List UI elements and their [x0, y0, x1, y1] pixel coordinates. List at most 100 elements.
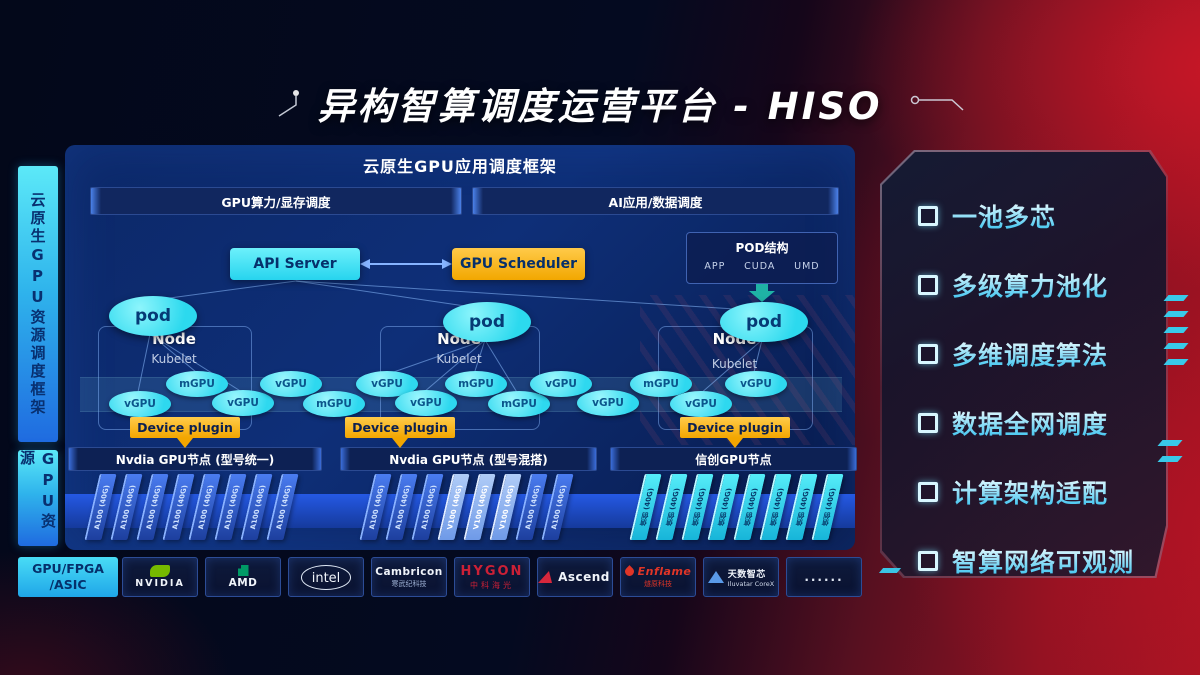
- amd-logo-icon: [237, 565, 249, 576]
- pod-structure-title: POD结构: [735, 241, 789, 255]
- feature-item: 一池多芯: [918, 198, 1166, 234]
- gpu-unit-ellipse: vGPU: [577, 390, 639, 416]
- hygon-wordmark: HYGON: [460, 563, 524, 579]
- feature-label: 计算架构适配: [952, 474, 1108, 510]
- panel-corner-accent: [878, 568, 902, 573]
- pod-ellipse-3: pod: [720, 302, 808, 342]
- square-bullet-icon: [918, 413, 938, 433]
- square-bullet-icon: [918, 482, 938, 502]
- feature-item: 计算架构适配: [918, 474, 1166, 510]
- kubelet-label-2: Kubelet: [436, 352, 482, 366]
- sidebar-label-gpu-resource: GPU资源: [18, 450, 58, 546]
- ascend-row: Ascend: [538, 570, 610, 584]
- intel-wordmark: intel: [311, 570, 341, 586]
- gpu-unit-ellipse: vGPU: [109, 391, 171, 417]
- vendor-box-nvidia: NVIDIA: [122, 557, 198, 597]
- nvidia-logo-icon: [150, 565, 170, 577]
- gpu-unit-ellipse: vGPU: [670, 391, 732, 417]
- bar-ai-data-scheduling: AI应用/数据调度: [472, 187, 839, 215]
- iluvatar-subtext: Iluvatar CoreX: [727, 579, 775, 588]
- gpu-unit-ellipse: mGPU: [445, 371, 507, 397]
- ascend-logo-icon: [538, 571, 557, 583]
- vendor-box-ascend: Ascend: [537, 557, 613, 597]
- feature-label: 一池多芯: [952, 198, 1056, 234]
- iluvatar-logo-icon: [707, 571, 724, 583]
- vendor-box-intel: intel: [288, 557, 364, 597]
- hazard-stripe-icon: [1157, 456, 1183, 462]
- device-plugin-box-3: Device plugin: [680, 417, 790, 438]
- bar-gpu-compute-scheduling: GPU算力/显存调度: [90, 187, 462, 215]
- square-bullet-icon: [918, 275, 938, 295]
- vendor-logo-row: NVIDIA AMD intel Cambricon 寒武纪科技 HYGON 中科海光 Asc…: [122, 557, 862, 597]
- device-plugin-box-2: Device plugin: [345, 417, 455, 438]
- hygon-subtext: 中科海光: [470, 580, 514, 590]
- feature-list: 一池多芯多级算力池化 多维调度算法 数据全网调度 计算架构适配 智算网络可观测: [882, 152, 1166, 576]
- hardware-type-label: GPU/FPGA /ASIC: [18, 557, 118, 597]
- feature-label: 多维调度算法: [952, 336, 1108, 372]
- cambricon-subtext: 寒武纪科技: [391, 579, 427, 588]
- gpu-unit-ellipse: mGPU: [488, 391, 550, 417]
- gpu-unit-ellipse: mGPU: [166, 371, 228, 397]
- enflame-row: Enflame: [622, 565, 692, 578]
- pod-layer-cuda: CUDA: [744, 261, 776, 272]
- pod-structure-box: POD结构 APP CUDA UMD: [686, 232, 838, 284]
- enflame-wordmark: Enflame: [637, 565, 692, 578]
- intel-oval-icon: intel: [300, 564, 352, 590]
- pod-ellipse-1: pod: [109, 296, 197, 336]
- feature-item: 多维调度算法: [918, 336, 1166, 372]
- enflame-logo-icon: [622, 565, 636, 578]
- hazard-stripe-icon: [1163, 327, 1189, 333]
- feature-panel-inner: 一池多芯多级算力池化 多维调度算法 数据全网调度 计算架构适配 智算网络可观测: [882, 152, 1166, 576]
- kubelet-label-1: Kubelet: [151, 352, 197, 366]
- pod-layer-app: APP: [704, 261, 726, 272]
- gpu-unit-ellipse: vGPU: [530, 371, 592, 397]
- gpu-unit-ellipse: mGPU: [303, 391, 365, 417]
- feature-label: 多级算力池化: [952, 267, 1108, 303]
- device-plugin-box-1: Device plugin: [130, 417, 240, 438]
- vendor-box-amd: AMD: [205, 557, 281, 597]
- node-bar-xinchuang: 信创GPU节点: [610, 447, 857, 471]
- square-bullet-icon: [918, 206, 938, 226]
- ascend-wordmark: Ascend: [558, 570, 610, 584]
- enflame-subtext: 燧原科技: [644, 580, 672, 588]
- vendor-box-iluvatar: 天数智芯 Iluvatar CoreX: [703, 557, 779, 597]
- nvidia-wordmark: NVIDIA: [135, 578, 185, 589]
- hazard-stripe-icon: [1163, 343, 1189, 349]
- feature-item: 多级算力池化: [918, 267, 1166, 303]
- framework-title: 云原生GPU应用调度框架: [363, 157, 557, 176]
- vendor-box-more: ......: [786, 557, 862, 597]
- iluvatar-text-col: 天数智芯 Iluvatar CoreX: [728, 567, 774, 588]
- gpu-scheduler-box: GPU Scheduler: [452, 248, 585, 280]
- hardware-line2: /ASIC: [49, 577, 87, 592]
- vendor-box-hygon: HYGON 中科海光: [454, 557, 530, 597]
- pod-layer-umd: UMD: [794, 261, 820, 272]
- feature-label: 智算网络可观测: [952, 543, 1134, 576]
- iluvatar-wordmark: 天数智芯: [727, 569, 766, 580]
- page-title: 异构智算调度运营平台 - HISO: [317, 85, 883, 128]
- feature-label: 数据全网调度: [952, 405, 1108, 441]
- feature-panel: 一池多芯多级算力池化 多维调度算法 数据全网调度 计算架构适配 智算网络可观测: [880, 150, 1168, 578]
- kubelet-label-3: Kubelet: [711, 357, 758, 371]
- vendor-box-cambricon: Cambricon 寒武纪科技: [371, 557, 447, 597]
- sidebar-label-cloud-native-gpu: 云原生GPU资源调度框架: [18, 166, 58, 442]
- iluvatar-row: 天数智芯 Iluvatar CoreX: [707, 567, 774, 588]
- api-server-box: API Server: [230, 248, 360, 280]
- gpu-unit-ellipse: vGPU: [725, 371, 787, 397]
- hazard-stripe-icon: [1163, 295, 1189, 301]
- gpu-unit-ellipse: vGPU: [212, 390, 274, 416]
- device-plugin-arrow-icon: [392, 438, 408, 448]
- square-bullet-icon: [918, 344, 938, 364]
- hazard-stripe-icon: [1163, 311, 1189, 317]
- node-bar-nvidia-mixed: Nvdia GPU节点 (型号混搭): [340, 447, 597, 471]
- cambricon-wordmark: Cambricon: [375, 565, 443, 578]
- gpu-unit-ellipse: vGPU: [395, 390, 457, 416]
- hazard-stripe-icon: [1163, 359, 1189, 365]
- square-bullet-icon: [918, 551, 938, 571]
- amd-wordmark: AMD: [228, 577, 258, 589]
- pod-ellipse-2: pod: [443, 302, 531, 342]
- feature-item: 数据全网调度: [918, 405, 1166, 441]
- hardware-line1: GPU/FPGA: [32, 561, 104, 577]
- device-plugin-arrow-icon: [177, 438, 193, 448]
- node-bar-nvidia-uniform: Nvdia GPU节点 (型号统一): [68, 447, 322, 471]
